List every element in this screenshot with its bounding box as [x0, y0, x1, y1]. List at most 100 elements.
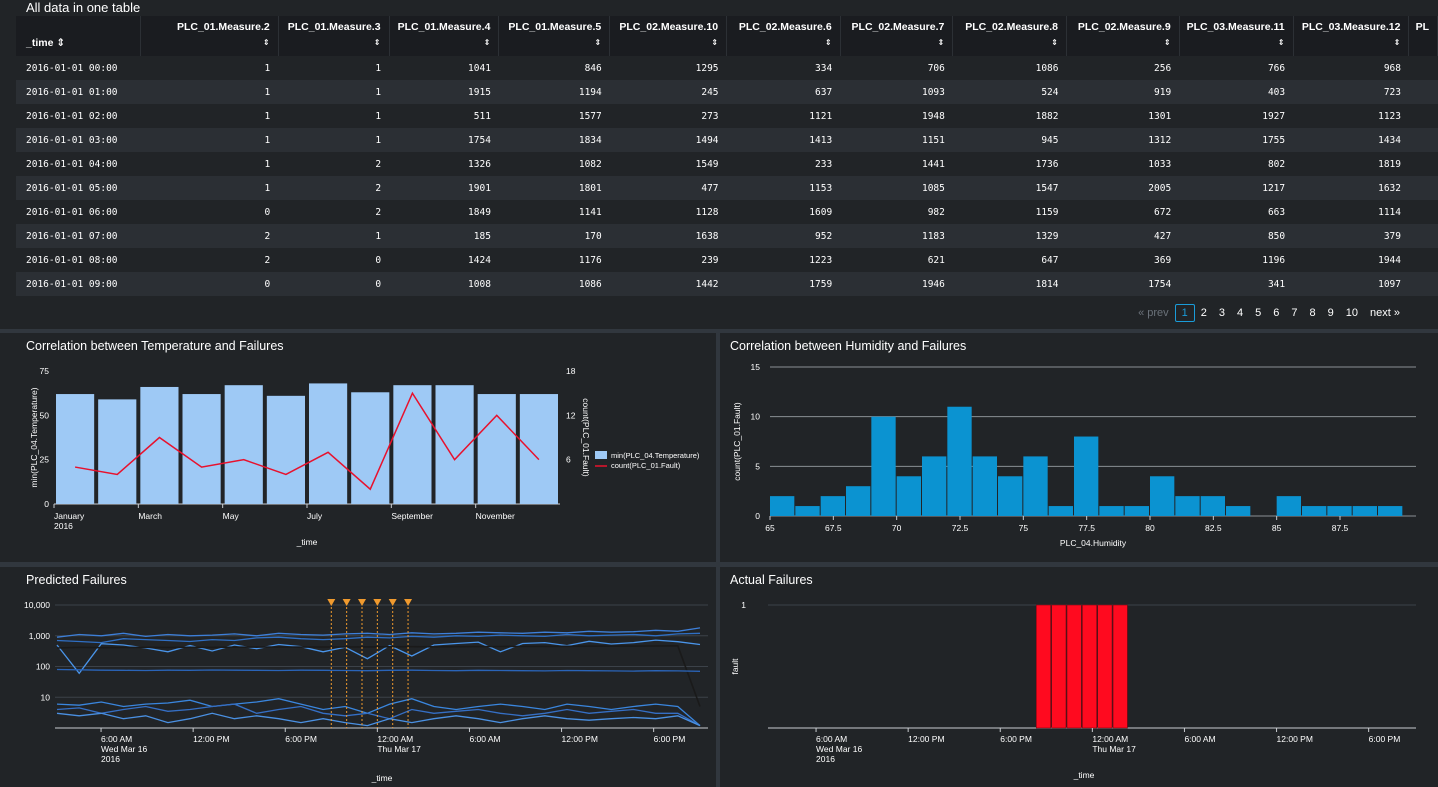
page-8-button[interactable]: 8	[1309, 307, 1316, 319]
cell-time: 2016-01-01 05:00	[16, 176, 141, 200]
column-header[interactable]: PLC_03.Measure.12 ⇕	[1293, 16, 1410, 56]
y-axis-label: min(PLC_04.Temperature)	[29, 387, 39, 487]
table-cell: 1086	[498, 272, 610, 296]
actual-failures-chart: 1 6:00 AM 12:00 PM 6:00 PM 12:00 AM 6:00 AM 12…	[730, 600, 1416, 780]
table-cell: 369	[1066, 248, 1180, 272]
table-cell: 1	[140, 56, 279, 80]
next-page-link[interactable]: next »	[1370, 307, 1400, 319]
table-cell: 1097	[1293, 272, 1409, 296]
table-row[interactable]: 2016-01-01 02:00 1 1 511 1577 273 1121 1948 1882…	[16, 104, 1438, 128]
page-3-button[interactable]: 3	[1218, 307, 1226, 319]
column-header-label: PLC_03.Measure.12	[1301, 21, 1401, 33]
humidity-failures-chart: 0 5 10 15 65 67.5 70 72.5 75 77.5 80 82.5 85 87.5 PLC_…	[732, 362, 1416, 548]
page-5-button[interactable]: 5	[1255, 307, 1262, 319]
page-10-button[interactable]: 10	[1345, 307, 1359, 319]
histogram-bar	[1074, 436, 1099, 516]
sort-icon: ⇕	[824, 38, 832, 47]
table-cell: 1819	[1293, 152, 1409, 176]
table-cell: 1494	[609, 128, 727, 152]
table-cell: 1834	[498, 128, 610, 152]
column-header[interactable]: PLC_01.Measure.3 ⇕	[278, 16, 390, 56]
table-cell: 1041	[389, 56, 499, 80]
histogram-bar	[1200, 496, 1225, 516]
table-cell	[1408, 176, 1438, 200]
table-cell: 802	[1179, 152, 1294, 176]
table-title: All data in one table	[26, 0, 141, 15]
table-cell: 1123	[1293, 104, 1409, 128]
column-header[interactable]: PLC_02.Measure.10 ⇕	[609, 16, 728, 56]
histogram-bar	[1302, 506, 1327, 516]
prev-page-link[interactable]: « prev	[1138, 307, 1169, 319]
column-header[interactable]: PLC_02.Measure.6 ⇕	[726, 16, 841, 56]
column-header[interactable]: PLC_01.Measure.5 ⇕	[498, 16, 611, 56]
table-cell: 1183	[840, 224, 953, 248]
table-cell: 2	[140, 248, 279, 272]
table-cell: 1754	[389, 128, 499, 152]
x-tick-label: Wed Mar 16	[816, 744, 862, 754]
histogram-bar	[998, 476, 1023, 516]
temperature-bar	[477, 394, 516, 504]
column-header[interactable]: PLC_02.Measure.8 ⇕	[952, 16, 1067, 56]
table-cell: 1801	[498, 176, 610, 200]
table-cell: 1759	[726, 272, 841, 296]
table-row[interactable]: 2016-01-01 06:00 0 2 1849 1141 1128 1609 982 115…	[16, 200, 1438, 224]
table-row[interactable]: 2016-01-01 08:00 2 0 1424 1176 239 1223 621 647 3…	[16, 248, 1438, 272]
table-cell: 0	[278, 272, 390, 296]
table-cell: 341	[1179, 272, 1294, 296]
temperature-bar	[519, 394, 558, 504]
temperature-bar	[98, 399, 137, 504]
page-6-button[interactable]: 6	[1273, 307, 1280, 319]
temperature-bar	[351, 392, 390, 504]
chart-title: Correlation between Temperature and Fail…	[26, 339, 284, 353]
table-row[interactable]: 2016-01-01 07:00 2 1 185 170 1638 952 1183 1329 4…	[16, 224, 1438, 248]
table-cell: 1609	[726, 200, 841, 224]
table-cell: 1	[140, 152, 279, 176]
prediction-series-line	[56, 639, 701, 675]
page-1-button[interactable]: 1	[1174, 304, 1195, 322]
column-header[interactable]: PLC_01.Measure.2 ⇕	[140, 16, 279, 56]
table-cell: 1326	[389, 152, 499, 176]
histogram-bar	[846, 486, 871, 516]
table-row[interactable]: 2016-01-01 09:00 0 0 1008 1086 1442 1759 1946 18…	[16, 272, 1438, 296]
x-tick-label: 6:00 PM	[654, 734, 686, 744]
column-header[interactable]: PLC_02.Measure.7 ⇕	[840, 16, 954, 56]
page-7-button[interactable]: 7	[1291, 307, 1298, 319]
sort-icon: ⇕	[711, 38, 719, 47]
table-cell: 1153	[726, 176, 841, 200]
column-header[interactable]: PLC_02.Measure.9 ⇕	[1066, 16, 1180, 56]
table-cell: 1	[278, 224, 390, 248]
table-cell: 1944	[1293, 248, 1409, 272]
table-row[interactable]: 2016-01-01 00:00 1 1 1041 846 1295 334 706 1086 2…	[16, 56, 1438, 80]
x-tick-label: September	[391, 511, 433, 521]
page-9-button[interactable]: 9	[1327, 307, 1334, 319]
table-row[interactable]: 2016-01-01 01:00 1 1 1915 1194 245 637 1093 524 9…	[16, 80, 1438, 104]
chart-title: Predicted Failures	[26, 573, 127, 587]
table-cell: 1814	[952, 272, 1067, 296]
table-cell: 170	[498, 224, 610, 248]
table-cell: 1301	[1066, 104, 1180, 128]
table-row[interactable]: 2016-01-01 05:00 1 2 1901 1801 477 1153 1085 154…	[16, 176, 1438, 200]
column-header[interactable]: PLC_01.Measure.4 ⇕	[389, 16, 500, 56]
y-tick-label: 0	[755, 511, 760, 521]
column-header[interactable]: PL	[1408, 16, 1438, 56]
table-cell: 1295	[609, 56, 727, 80]
table-cell: 427	[1066, 224, 1180, 248]
table-row[interactable]: 2016-01-01 03:00 1 1 1754 1834 1494 1413 1151 94…	[16, 128, 1438, 152]
chart-title: Correlation between Humidity and Failure…	[730, 339, 967, 353]
page-4-button[interactable]: 4	[1237, 307, 1244, 319]
failure-bar	[1051, 604, 1067, 729]
table-cell: 1882	[952, 104, 1067, 128]
table-row[interactable]: 2016-01-01 04:00 1 2 1326 1082 1549 233 1441 173…	[16, 152, 1438, 176]
column-header-time[interactable]: _time ⇕	[16, 16, 141, 56]
table-cell: 1312	[1066, 128, 1180, 152]
x-axis-label: _time	[1073, 770, 1095, 780]
y-tick-label: 75	[40, 366, 50, 376]
prediction-series-line	[56, 627, 701, 638]
sort-icon: ⇕	[1277, 38, 1285, 47]
failure-bar	[1112, 604, 1128, 729]
table-cell	[1408, 248, 1438, 272]
sort-icon: ⇕	[1163, 38, 1171, 47]
page-2-button[interactable]: 2	[1200, 307, 1207, 319]
table-cell: 524	[952, 80, 1067, 104]
column-header[interactable]: PLC_03.Measure.11 ⇕	[1179, 16, 1294, 56]
